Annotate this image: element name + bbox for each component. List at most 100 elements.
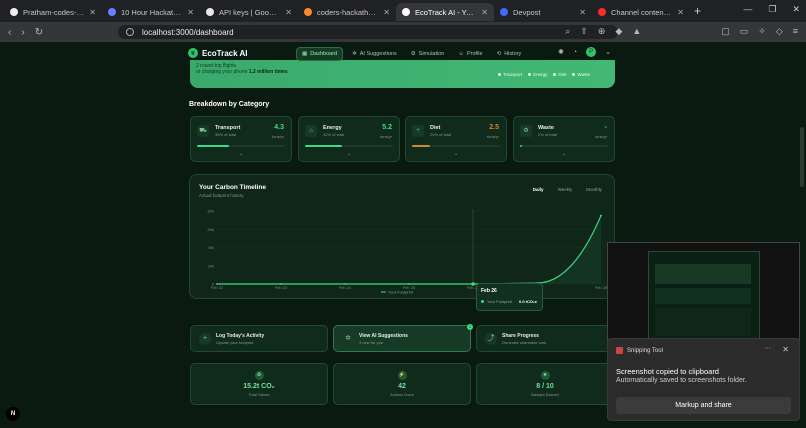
browser-tab[interactable]: Devpost ✕ [494,3,592,21]
window-controls: — ❐ ✕ [743,4,800,15]
leaf-icon: ❦ [188,48,198,58]
more-icon[interactable]: ··· [764,345,771,352]
snipping-tool-notification: Snipping Tool ··· ✕ Screenshot copied to… [607,338,800,421]
nav-item-profile[interactable]: ☺ Profile [453,47,487,61]
legend-label: Energy [533,72,548,77]
chevron-down-icon[interactable]: ⌄ [239,151,244,157]
nav-item-simulation[interactable]: ⚙ Simulation [406,47,450,61]
legend-dot [498,73,502,76]
chevron-down-icon[interactable]: ⌄ [454,151,459,157]
new-tab-icon[interactable]: + [694,4,702,18]
star-icon: ★ [540,371,550,380]
stat-value: 15.2t CO₂ [243,383,275,390]
x-tick-label: Feb 24 [339,285,352,290]
timeline-tab-weekly[interactable]: Weekly [557,187,573,192]
tab-favicon-icon [206,8,214,16]
tab-close-icon[interactable]: ✕ [89,7,96,17]
action-card-0[interactable]: + Log Today's Activity Update your footpri… [190,325,328,352]
tab-close-icon[interactable]: ✕ [481,7,488,17]
browser-tab[interactable]: EcoTrack AI - Your Per ✕ [396,3,494,21]
url-bar[interactable]: localhost:3000/dashboard [118,25,618,39]
chevron-down-icon[interactable]: ⌄ [347,151,352,157]
action-subtitle: Update your footprint [216,340,254,345]
x-tick-label: Feb 25 [403,285,416,290]
restore-icon[interactable]: ❐ [768,4,777,14]
close-icon[interactable]: ✕ [782,345,789,354]
search-icon[interactable]: ⌕ [565,26,571,36]
close-window-icon[interactable]: ✕ [792,4,800,14]
nav-item-dashboard[interactable]: ▦ Dashboard [296,47,344,61]
tab-close-icon[interactable]: ✕ [285,7,292,17]
data-point [471,282,475,286]
tab-favicon-icon [402,8,410,16]
tab-close-icon[interactable]: ✕ [187,7,194,17]
screenshot-preview[interactable] [607,242,800,343]
category-name: Transport [215,125,241,131]
bolt-icon: ⚡ [397,371,407,380]
category-card-energy[interactable]: ⌂ Energy 42% of total 5.2 tons/yr ⌄ [298,116,400,162]
y-tick-label: 60k [208,227,214,232]
zoom-icon[interactable]: ⊕ [597,26,606,36]
minimize-icon[interactable]: — [743,4,753,14]
category-card-transport[interactable]: ⛟ Transport 36% of total 4.3 tons/yr ⌄ [190,116,292,162]
tab-favicon-icon [304,8,312,16]
sidebar-icon[interactable]: ▢ [721,26,730,36]
wallet-icon[interactable]: ▭ [739,26,749,36]
back-icon[interactable]: ‹ [8,26,12,38]
brave-shield-icon[interactable]: ◆ [615,26,623,36]
browser-tab[interactable]: Pratham-codes-py/hackth ✕ [4,3,102,21]
impact-banner: 2 round-trip flights or charging your ph… [190,60,615,88]
rewards-icon[interactable]: ▲ [632,26,642,36]
browser-tab[interactable]: coders-hackathon – Datab ✕ [298,3,396,21]
reload-icon[interactable]: ↻ [34,26,44,38]
timeline-tab-daily[interactable]: Daily [532,187,544,192]
stat-label: Total Saved [248,392,270,397]
share-icon[interactable]: ⇪ [580,26,588,36]
nav-item-ai-suggestions[interactable]: ✲ AI Suggestions [347,47,402,61]
menu-icon[interactable]: ≡ [792,26,798,36]
category-card-waste[interactable]: ♻ Waste 2% of total - tons/yr ⌄ [513,116,615,162]
category-card-diet[interactable]: ⑂ Diet 20% of total 2.5 tons/yr ⌄ [405,116,507,162]
browser-tab[interactable]: 10 Hour Hackathon Vibe | ✕ [102,3,200,21]
nav-item-history[interactable]: ⟲ History [492,47,527,61]
tooltip-label: Your Footprint [487,299,512,304]
theme-icon[interactable]: ✺ [558,49,564,56]
tab-title: Channel content - YouTube [611,7,672,17]
action-card-2[interactable]: ⤴ Share Progress Generate shareable card [476,325,614,352]
nav-icon: ▦ [302,51,308,57]
tab-title: 10 Hour Hackathon Vibe | [121,7,183,17]
navbar-right: ✺ ◔ P ⌄ [558,47,611,57]
nextjs-devtools-button[interactable]: N [6,407,20,421]
brand-logo[interactable]: ❦ EcoTrack AI [188,48,248,58]
avatar[interactable]: P [586,47,597,57]
tab-close-icon[interactable]: ✕ [579,7,586,17]
tab-close-icon[interactable]: ✕ [677,7,684,17]
scrollbar[interactable] [800,127,804,187]
tab-title: coders-hackathon – Datab [317,7,378,17]
chevron-down-icon[interactable]: ⌄ [562,151,567,157]
category-name: Diet [430,125,441,131]
tab-favicon-icon [108,8,116,16]
x-tick-label: Feb 26 [467,285,480,290]
legend-dot [572,73,576,76]
banner-legend-item: Waste [572,72,590,77]
chevron-down-icon[interactable]: ⌄ [605,49,611,56]
browser-tab[interactable]: API keys | Google AI Studi ✕ [200,3,298,21]
vpn-icon[interactable]: ◇ [775,26,783,36]
series-line-your-footprint [217,215,602,285]
site-info-icon[interactable] [126,28,134,36]
timeline-tab-monthly[interactable]: Monthly [586,187,602,192]
category-value: 5.2 [382,124,392,131]
browser-tab[interactable]: Channel content - YouTube ✕ [592,3,690,21]
stat-card-2: ★ 8 / 10 Badges Earned [476,363,614,405]
action-card-1[interactable]: ✲ View AI Suggestions 3 new for you [333,325,471,352]
leo-icon[interactable]: ✧ [758,26,766,36]
notification-icon[interactable]: ◔ [572,48,578,56]
recycle-icon: ♻ [254,371,264,380]
category-unit: tons/yr [271,134,284,139]
tab-close-icon[interactable]: ✕ [383,7,390,17]
forward-icon[interactable]: › [21,26,25,38]
category-icon: ⌂ [305,125,317,137]
markup-share-button[interactable]: Markup and share [616,397,791,414]
nav-icon: ⟲ [496,51,502,57]
